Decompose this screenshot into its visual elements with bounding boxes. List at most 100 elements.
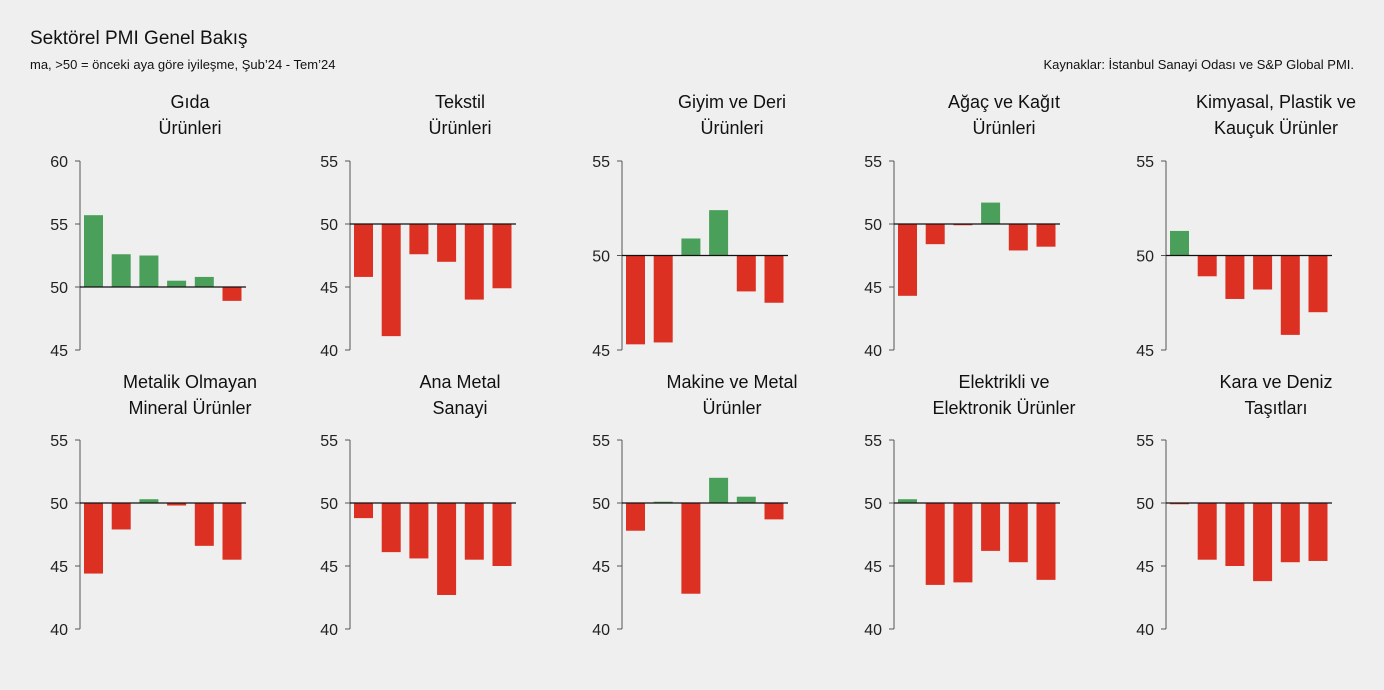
y-tick-label: 50 [592, 249, 610, 266]
source-note: Kaynaklar: İstanbul Sanayi Odası ve S&P … [1043, 57, 1354, 72]
bar [139, 255, 159, 287]
y-tick-label: 40 [320, 343, 338, 360]
bar [1036, 503, 1056, 580]
y-tick-label: 55 [864, 154, 882, 171]
y-tick-label: 40 [1136, 622, 1154, 639]
bar [925, 224, 945, 245]
bar [194, 503, 214, 546]
y-tick-label: 55 [1136, 433, 1154, 450]
sector-chart-5: Kimyasal, Plastik ve Kauçuk Ürünler 45 50 55 [1136, 92, 1356, 360]
bar [1280, 255, 1300, 335]
bar [139, 499, 159, 503]
bar [222, 503, 242, 560]
bar [84, 503, 103, 574]
bar [925, 503, 945, 585]
y-tick-label: 55 [864, 433, 882, 450]
bar [1197, 503, 1217, 560]
bar [381, 503, 401, 553]
sector-chart-1: Gıda Ürünleri 45 50 55 60 [50, 92, 246, 360]
chart-title-line: Metalik Olmayan [123, 372, 257, 392]
sector-chart-6: Metalik Olmayan Mineral Ürünler 40 45 50 55 [50, 372, 257, 639]
y-tick-label: 50 [50, 496, 68, 513]
bar [1008, 224, 1028, 251]
bar [1036, 224, 1056, 247]
bar [953, 503, 973, 583]
bar [1308, 503, 1328, 561]
page-title: Sektörel PMI Genel Bakış [30, 28, 248, 49]
bar [1253, 255, 1273, 290]
chart-title-line: Ana Metal [419, 372, 500, 392]
bar [898, 499, 917, 503]
sector-chart-2: Tekstil Ürünleri 40 45 50 55 [320, 92, 516, 360]
bar [409, 224, 429, 255]
chart-title-line: Ürünleri [428, 118, 491, 138]
bar [709, 210, 729, 256]
y-tick-label: 45 [50, 559, 68, 576]
y-tick-label: 40 [864, 343, 882, 360]
bar [626, 503, 645, 531]
y-tick-label: 55 [1136, 154, 1154, 171]
y-tick-label: 50 [1136, 249, 1154, 266]
bar [111, 503, 131, 530]
sector-chart-9: Elektrikli ve Elektronik Ürünler 40 45 50 55 [864, 372, 1075, 639]
y-tick-label: 40 [320, 622, 338, 639]
bar [1308, 255, 1328, 313]
chart-title-line: Ürünleri [700, 118, 763, 138]
chart-title-line: Ağaç ve Kağıt [948, 92, 1060, 112]
bar [464, 503, 484, 560]
chart-title-line: Kauçuk Ürünler [1214, 118, 1338, 138]
bar [764, 503, 784, 520]
y-tick-label: 50 [1136, 496, 1154, 513]
y-tick-label: 55 [320, 154, 338, 171]
page-subtitle: ma, >50 = önceki aya göre iyileşme, Şub’… [30, 57, 336, 72]
bar [1280, 503, 1300, 563]
chart-title-line: Kimyasal, Plastik ve [1196, 92, 1356, 112]
y-tick-label: 40 [50, 622, 68, 639]
bar [981, 202, 1001, 224]
bar [167, 280, 187, 287]
y-tick-label: 45 [592, 343, 610, 360]
bar [681, 238, 701, 256]
bar [167, 503, 187, 506]
bar [437, 503, 457, 595]
y-tick-label: 45 [50, 343, 68, 360]
y-tick-label: 50 [592, 496, 610, 513]
y-tick-label: 50 [864, 496, 882, 513]
bar [1253, 503, 1273, 582]
y-tick-label: 40 [864, 622, 882, 639]
sector-chart-4: Ağaç ve Kağıt Ürünleri 40 45 50 55 [864, 92, 1060, 360]
bar [736, 255, 756, 292]
chart-title-line: Kara ve Deniz [1219, 372, 1332, 392]
y-tick-label: 45 [592, 559, 610, 576]
chart-title-line: Taşıtları [1244, 398, 1307, 418]
chart-title-line: Elektrikli ve [958, 372, 1049, 392]
y-tick-label: 45 [1136, 559, 1154, 576]
y-tick-label: 45 [320, 280, 338, 297]
chart-title-line: Elektronik Ürünler [932, 398, 1075, 418]
y-tick-label: 55 [320, 433, 338, 450]
chart-title-line: Sanayi [432, 398, 487, 418]
sector-chart-8: Makine ve Metal Ürünler 40 45 50 55 [592, 372, 797, 639]
bar [681, 503, 701, 594]
chart-title-line: Gıda [170, 92, 210, 112]
chart-title-line: Tekstil [435, 92, 485, 112]
bar [111, 254, 131, 287]
y-tick-label: 45 [864, 559, 882, 576]
bar [354, 503, 373, 519]
bar [1225, 503, 1245, 566]
chart-title-line: Mineral Ürünler [128, 398, 251, 418]
bar [736, 496, 756, 503]
chart-title-line: Giyim ve Deri [678, 92, 786, 112]
bar [764, 255, 784, 303]
bar [653, 255, 673, 343]
bar [409, 503, 429, 559]
bar [981, 503, 1001, 551]
y-tick-label: 45 [864, 280, 882, 297]
chart-title-line: Ürünler [702, 398, 761, 418]
chart-title-line: Makine ve Metal [666, 372, 797, 392]
sector-chart-10: Kara ve Deniz Taşıtları 40 45 50 55 [1136, 372, 1332, 639]
chart-title-line: Ürünleri [158, 118, 221, 138]
bar [354, 224, 373, 277]
sector-chart-3: Giyim ve Deri Ürünleri 45 50 55 [592, 92, 788, 360]
